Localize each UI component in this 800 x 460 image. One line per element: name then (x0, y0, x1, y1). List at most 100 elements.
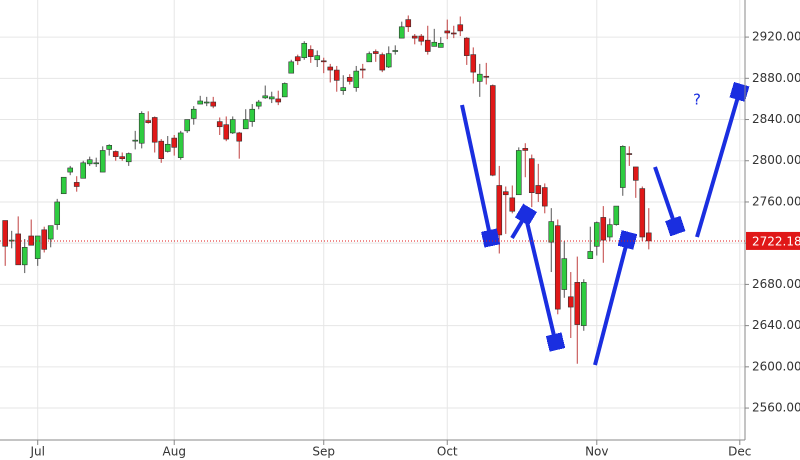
candle-body (392, 50, 399, 52)
candle-body (496, 185, 503, 236)
candle-body (21, 247, 28, 266)
candle-body (41, 229, 48, 250)
candle-body (626, 153, 633, 155)
candle-body (444, 30, 451, 34)
candle-body (476, 73, 483, 82)
candle-body (340, 87, 347, 91)
y-tick-label: 2600.00 (752, 359, 800, 373)
candle-body (210, 101, 217, 107)
candle-body (567, 296, 574, 308)
candle-body (327, 66, 334, 71)
grid-layer (0, 0, 745, 440)
candle-body (229, 119, 236, 134)
x-tick-label: Dec (728, 445, 751, 459)
candle-body (580, 282, 587, 326)
candle-body (632, 166, 639, 181)
y-tick-label: 2760.00 (752, 194, 800, 208)
candle-body (593, 222, 600, 247)
arrows (460, 90, 740, 366)
candle-body (15, 233, 22, 266)
candle-body (314, 55, 321, 61)
candle-body (93, 162, 100, 165)
candle-body (268, 96, 275, 100)
candles (2, 15, 652, 364)
candle-body (645, 232, 652, 242)
y-tick-label: 2920.00 (752, 30, 800, 44)
candle-body (528, 158, 535, 193)
x-tick-label: Aug (163, 445, 186, 459)
candle-body (80, 162, 87, 179)
candle-body (301, 42, 308, 59)
candle-body (125, 153, 132, 163)
y-tick-label: 2680.00 (752, 277, 800, 291)
candle-body (411, 35, 418, 39)
candle-body (515, 150, 522, 196)
candle-body (424, 39, 431, 52)
candle-body (372, 51, 379, 54)
candle-body (99, 150, 106, 173)
candle-body (639, 188, 646, 238)
x-tick-label: Sep (312, 445, 335, 459)
candle-body (86, 159, 93, 165)
candle-body (132, 139, 139, 142)
candle-body (431, 41, 438, 47)
candle-body (346, 76, 353, 82)
y-tick-label: 2560.00 (752, 401, 800, 415)
candle-body (262, 95, 269, 99)
candle-body (281, 83, 288, 98)
arrow (593, 238, 628, 366)
candle-body (249, 108, 256, 122)
candle-body (106, 144, 113, 150)
candle-body (216, 121, 223, 128)
candle-body (437, 42, 444, 48)
candle-body (405, 19, 412, 28)
candle-body (548, 221, 555, 243)
candle-body (190, 108, 197, 119)
candle-body (275, 98, 282, 103)
candle-body (255, 101, 262, 107)
candle-body (574, 282, 581, 325)
candle-body (502, 191, 509, 196)
candle-body (470, 54, 477, 73)
candle-body (450, 32, 457, 35)
candle-body (587, 251, 594, 259)
arrow (510, 213, 527, 240)
candle-body (418, 35, 425, 42)
candle-body (138, 113, 145, 144)
candle-body (613, 205, 620, 225)
arrow (695, 90, 740, 238)
candle-body (294, 56, 301, 62)
candle-body (398, 26, 405, 39)
candle-body (606, 224, 613, 238)
candle-body (73, 182, 80, 187)
last-price-label: 2722.18 (752, 234, 800, 248)
candle-body (236, 132, 243, 142)
y-tick-label: 2840.00 (752, 112, 800, 126)
candle-body (54, 201, 61, 225)
y-tick-label: 2640.00 (752, 318, 800, 332)
candle-body (242, 119, 249, 130)
arrow (653, 166, 676, 228)
candle-body (151, 117, 158, 143)
x-tick-label: Oct (437, 445, 458, 459)
candle-body (28, 235, 35, 246)
arrow (460, 104, 491, 240)
candle-body (119, 156, 126, 159)
candle-body (307, 49, 314, 57)
candle-body (379, 54, 386, 71)
candle-body (333, 69, 340, 81)
candle-body (463, 37, 470, 56)
last-price-box (746, 231, 800, 250)
candle-body (457, 24, 464, 32)
candle-body (522, 148, 529, 151)
candle-body (541, 187, 548, 207)
candle-body (171, 137, 178, 148)
candle-body (554, 225, 561, 310)
candle-body (197, 100, 204, 105)
candle-body (158, 140, 165, 159)
candle-body (177, 132, 184, 158)
candle-body (288, 61, 295, 74)
candle-body (509, 197, 516, 212)
candle-body (535, 185, 542, 195)
